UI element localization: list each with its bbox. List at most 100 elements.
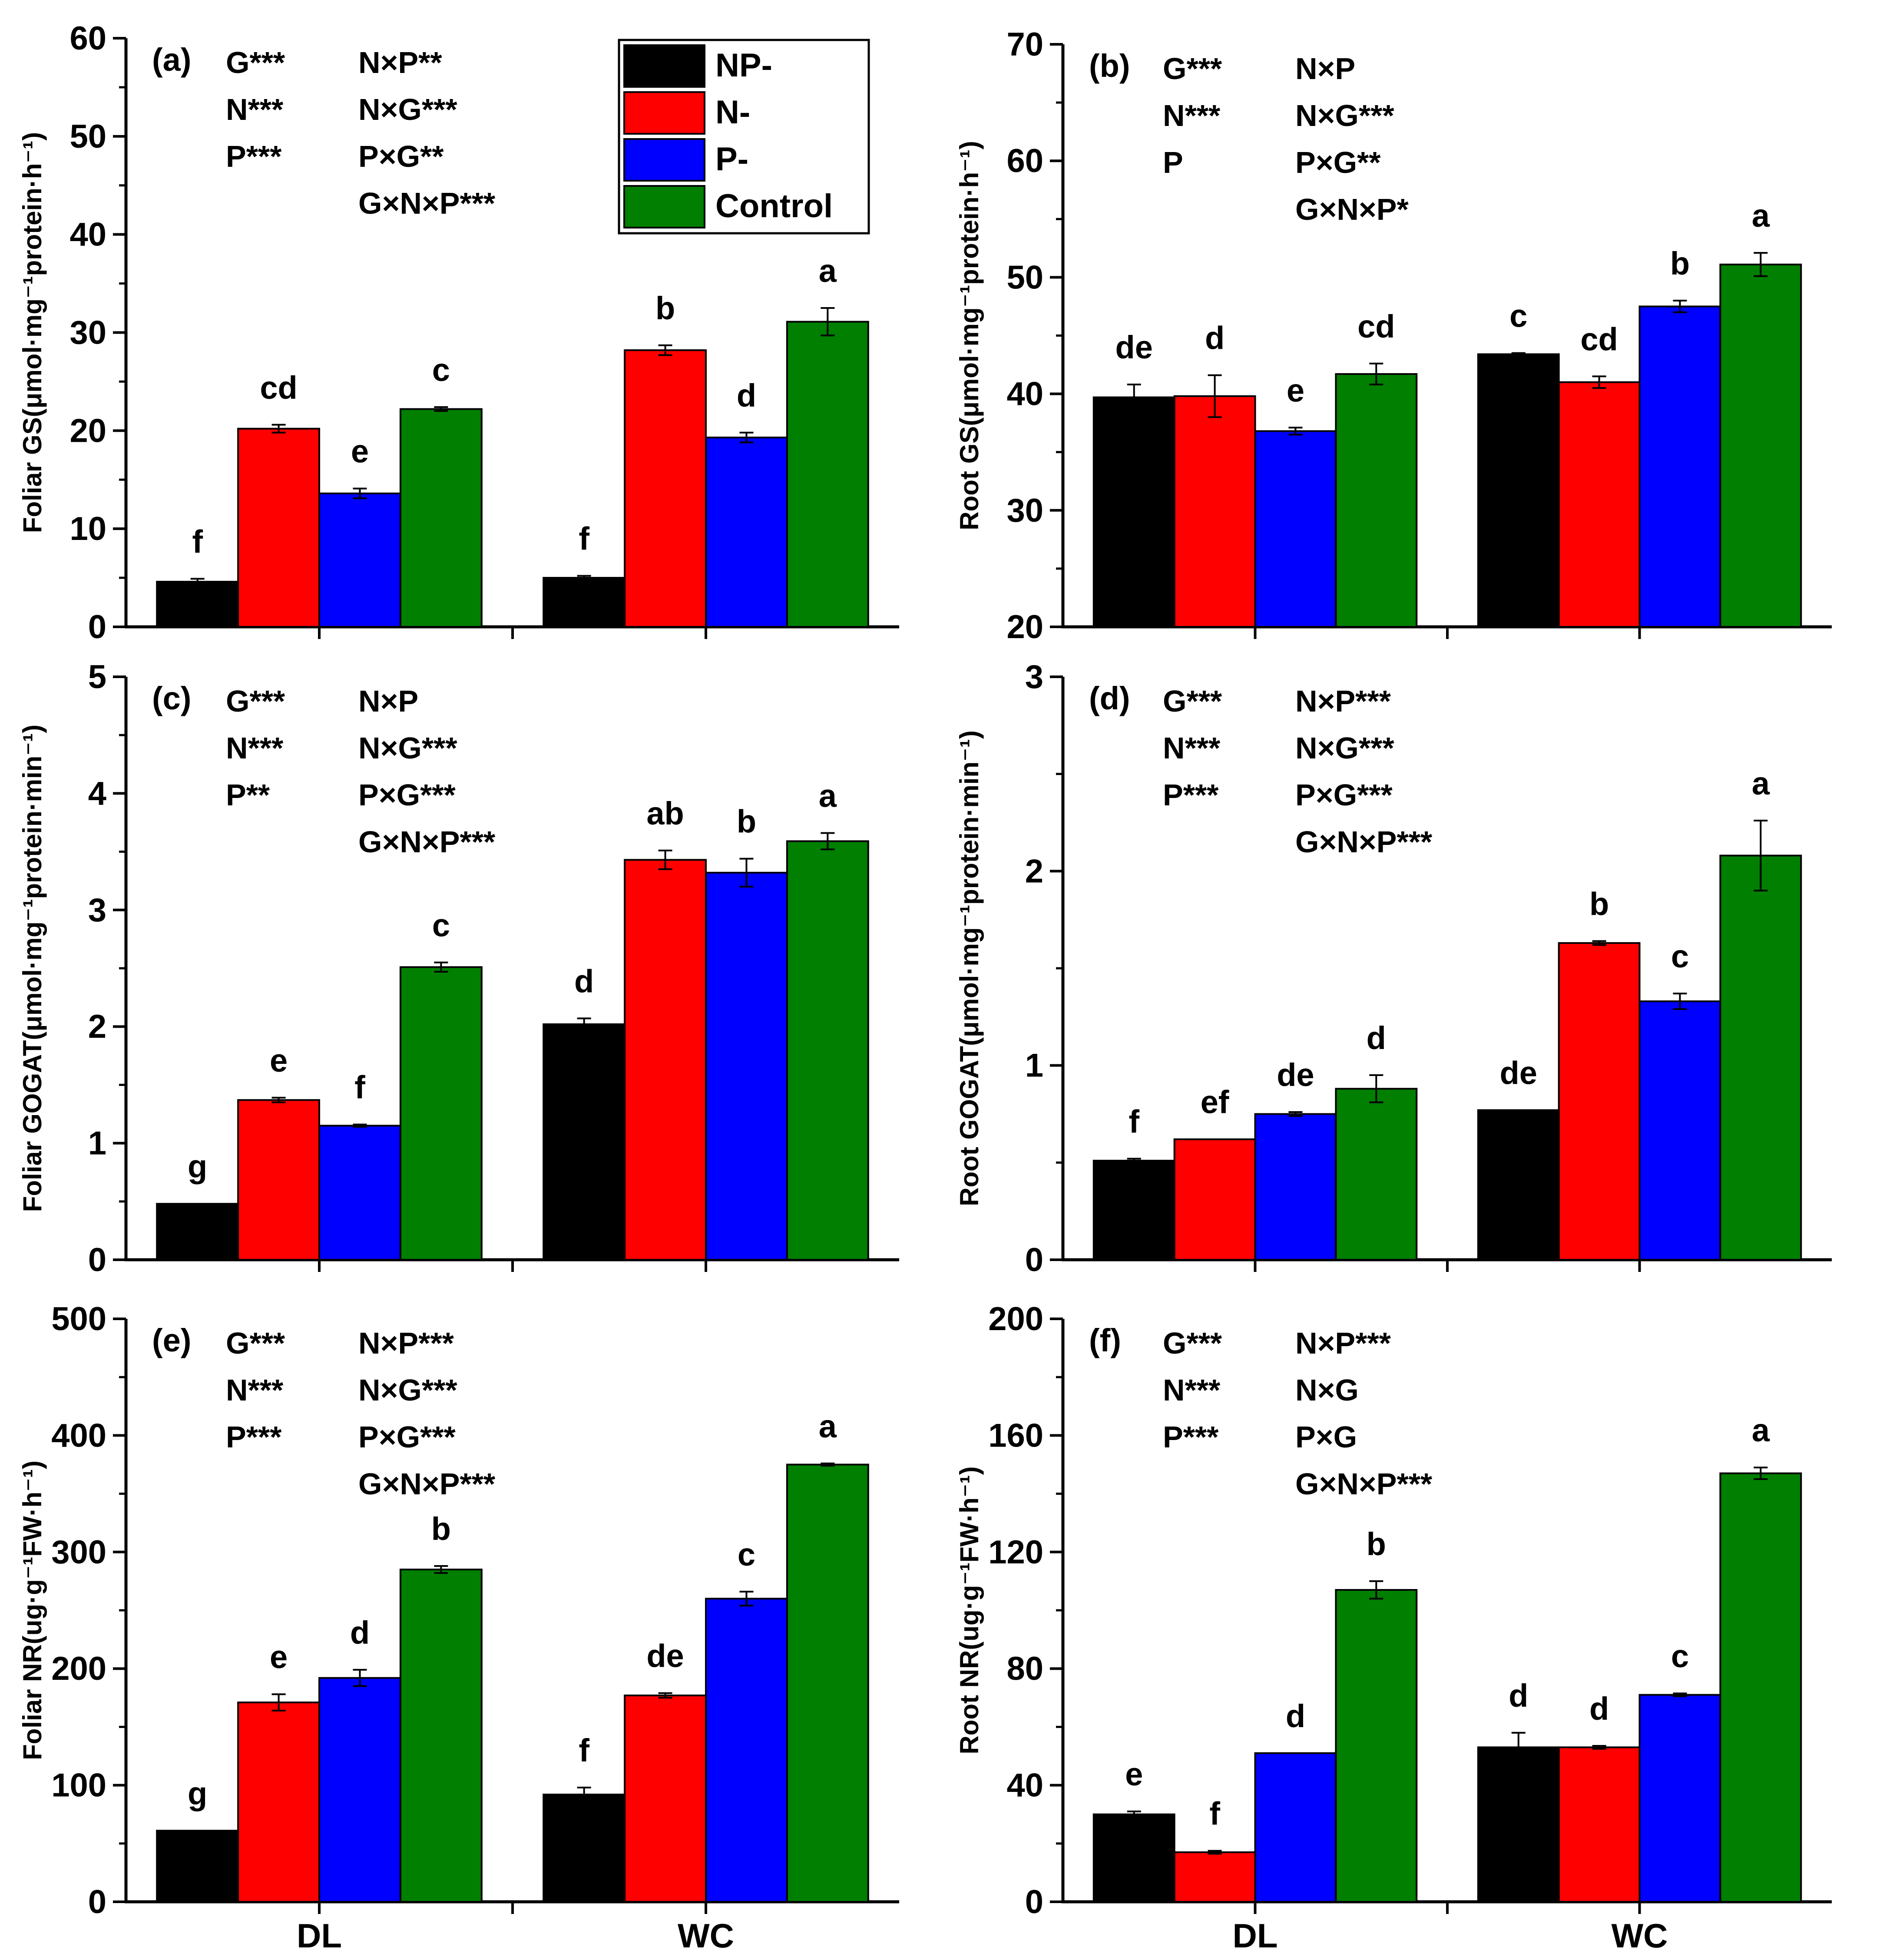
y-tick-label: 0 xyxy=(88,1884,106,1920)
effect-annotation: N*** xyxy=(1163,1373,1221,1407)
significance-letter: f xyxy=(1209,1796,1220,1832)
effect-annotation: N×P*** xyxy=(1295,684,1391,718)
significance-letter: b xyxy=(431,1511,451,1547)
effect-annotation: P xyxy=(1163,146,1183,179)
y-tick-label: 1 xyxy=(88,1125,106,1162)
y-tick-label: 0 xyxy=(88,1242,106,1278)
effect-annotation: N×P*** xyxy=(358,1326,454,1360)
bar-control-wc xyxy=(1719,263,1802,628)
panel-label: (d) xyxy=(1089,680,1130,716)
legend-label: NP- xyxy=(715,47,772,84)
legend: NP- N- P- Control xyxy=(618,39,870,235)
y-tick-label: 30 xyxy=(1006,492,1043,529)
bar-pminus-wc xyxy=(1638,1000,1721,1261)
effect-annotation: N×P*** xyxy=(1295,1326,1391,1360)
effect-annotation: N*** xyxy=(1163,99,1221,132)
effect-annotation: N×G xyxy=(1295,1373,1359,1407)
bar-control-dl xyxy=(399,966,483,1261)
bar-pminus-dl xyxy=(1254,1113,1337,1261)
significance-letter: d xyxy=(1286,1698,1305,1734)
bar-nminus-dl xyxy=(1173,1851,1256,1903)
effect-annotation: P** xyxy=(226,778,270,812)
significance-letter: a xyxy=(819,253,837,289)
y-tick-label: 80 xyxy=(1006,1650,1043,1687)
effect-annotation: G×N×P*** xyxy=(358,825,496,859)
y-tick-label: 70 xyxy=(1006,26,1043,63)
effect-annotation: G*** xyxy=(226,46,285,79)
y-tick-label: 300 xyxy=(51,1534,106,1571)
y-tick-label: 100 xyxy=(51,1767,106,1804)
bar-npminus-dl xyxy=(156,1203,239,1261)
bar-pminus-wc xyxy=(1638,1694,1721,1903)
significance-letter: g xyxy=(188,1775,207,1811)
significance-letter: c xyxy=(738,1536,755,1573)
y-tick-label: 3 xyxy=(1025,659,1043,695)
effect-annotation: P×G*** xyxy=(1295,778,1393,812)
panel-b: 20 30 40 50 60 70 Root GS(μmol·mg⁻¹protein·h⁻¹… xyxy=(955,26,1832,646)
y-tick-label: 0 xyxy=(1025,1884,1043,1920)
bar-pminus-wc xyxy=(705,437,788,628)
significance-letter: f xyxy=(579,521,589,557)
y-tick-label: 400 xyxy=(51,1417,106,1454)
panel-label: (f) xyxy=(1089,1322,1121,1358)
significance-letter: b xyxy=(1670,245,1690,281)
bar-control-wc xyxy=(786,840,869,1261)
effect-annotation: P×G** xyxy=(358,139,444,173)
bar-nminus-wc xyxy=(1558,1746,1641,1903)
significance-letter: a xyxy=(819,1408,837,1444)
significance-letter: de xyxy=(1115,329,1153,365)
significance-letter: c xyxy=(1671,1638,1689,1674)
y-axis-title: Root GS(μmol·mg⁻¹protein·h⁻¹) xyxy=(955,141,984,530)
effect-annotation: G×N×P*** xyxy=(1295,825,1433,859)
effect-annotation: N*** xyxy=(226,1373,284,1407)
y-tick-label: 20 xyxy=(1006,609,1043,646)
significance-letter: e xyxy=(351,434,369,470)
y-tick-label: 200 xyxy=(988,1301,1043,1338)
y-tick-label: 60 xyxy=(1006,142,1043,179)
y-tick-label: 2 xyxy=(1025,853,1043,890)
effect-annotation: G*** xyxy=(226,684,285,718)
bar-pminus-wc xyxy=(705,1598,788,1903)
significance-letter: b xyxy=(655,290,675,326)
bar-control-dl xyxy=(1335,1088,1418,1261)
effect-annotation: P×G xyxy=(1295,1420,1357,1454)
significance-letter: d xyxy=(1367,1020,1386,1056)
significance-letter: c xyxy=(1509,298,1527,334)
y-tick-label: 50 xyxy=(70,118,106,155)
effect-annotation: N×P xyxy=(358,684,418,718)
y-axis-title: Foliar GS(μmol·mg⁻¹protein·h⁻¹) xyxy=(18,132,47,533)
y-tick-label: 60 xyxy=(70,20,106,57)
panel-d: 0 1 2 3 Root GOGAT(μmol·mg⁻¹protein·min⁻¹) f e… xyxy=(955,659,1832,1278)
effect-annotation: G*** xyxy=(1163,52,1222,86)
legend-swatch xyxy=(623,44,705,88)
panel-c: 0 1 2 3 4 5 Foliar GOGAT(μmol·mg⁻¹protein·min⁻… xyxy=(18,659,899,1278)
y-tick-label: 0 xyxy=(1025,1242,1043,1278)
bar-pminus-dl xyxy=(318,492,401,628)
effect-annotation: G×N×P* xyxy=(1295,192,1409,226)
y-axis-title: Foliar NR(ug·g⁻¹FW·h⁻¹) xyxy=(18,1460,47,1760)
y-axis-title: Foliar GOGAT(μmol·mg⁻¹protein·min⁻¹) xyxy=(18,725,47,1212)
effect-annotation: P*** xyxy=(226,1420,282,1454)
bar-nminus-dl xyxy=(237,427,320,628)
y-tick-label: 50 xyxy=(1006,259,1043,296)
bar-npminus-dl xyxy=(156,1830,239,1903)
bar-npminus-dl xyxy=(1092,396,1175,628)
bar-control-dl xyxy=(399,1569,483,1903)
significance-letter: a xyxy=(1752,1412,1770,1448)
panel-e: 0 100 200 300 400 500 Foliar NR(ug·g⁻¹FW·h⁻¹) g… xyxy=(18,1301,899,1955)
legend-swatch xyxy=(623,185,705,228)
legend-swatch xyxy=(623,138,705,182)
bar-pminus-dl xyxy=(318,1677,401,1903)
bar-control-wc xyxy=(1719,1472,1802,1903)
y-tick-label: 2 xyxy=(88,1008,106,1045)
bar-npminus-wc xyxy=(543,577,626,628)
bar-nminus-dl xyxy=(1173,395,1256,628)
effect-annotation: P×G** xyxy=(1295,146,1381,179)
effect-annotation: N×G*** xyxy=(1295,731,1394,765)
effect-annotation: N×G*** xyxy=(358,93,457,126)
y-axis-title: Root NR(ug·g⁻¹FW·h⁻¹) xyxy=(955,1466,984,1754)
significance-letter: c xyxy=(432,907,450,944)
effect-annotation: G*** xyxy=(226,1326,285,1360)
significance-letter: cd xyxy=(1357,308,1395,344)
